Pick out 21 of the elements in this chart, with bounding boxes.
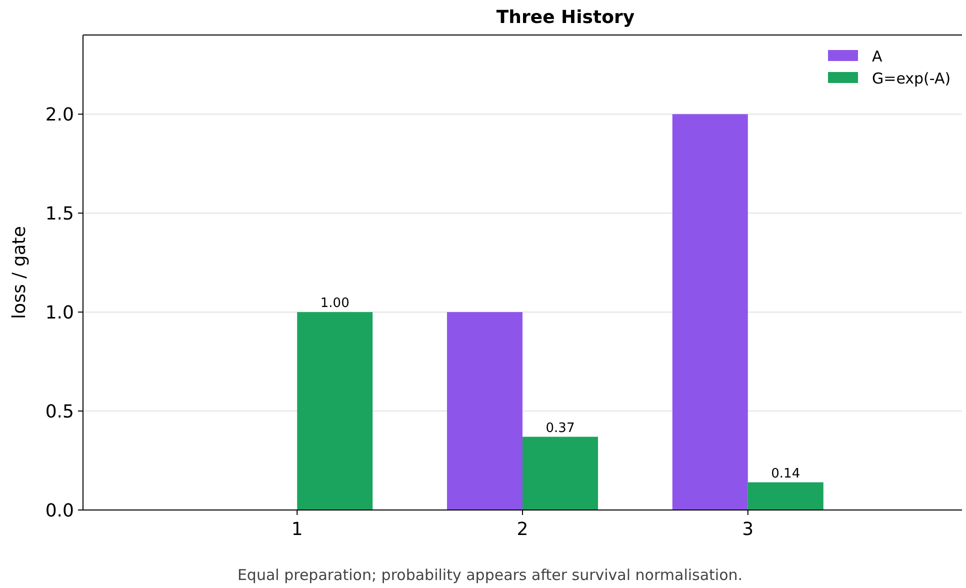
y-tick-label: 2.0 xyxy=(45,104,74,126)
bar xyxy=(446,312,522,510)
chart-title: Three History xyxy=(496,7,635,28)
y-tick-label: 0.5 xyxy=(45,401,74,422)
x-tick-label: 2 xyxy=(516,519,528,540)
y-tick-label: 1.5 xyxy=(45,203,74,224)
legend-label: A xyxy=(872,47,883,66)
data-label: 0.14 xyxy=(771,466,800,482)
data-label: 1.00 xyxy=(320,296,350,312)
x-tick-label: 3 xyxy=(742,519,754,540)
bar xyxy=(748,482,824,510)
y-tick-label: 1.0 xyxy=(45,302,74,324)
y-axis-title: loss / gate xyxy=(9,226,30,319)
x-tick-label: 1 xyxy=(291,519,303,540)
legend-label: G=exp(-A) xyxy=(872,69,951,88)
data-label: 0.37 xyxy=(546,420,575,436)
y-tick-label: 0.0 xyxy=(45,500,74,522)
bar xyxy=(672,114,748,510)
bar xyxy=(297,312,373,510)
bar xyxy=(522,436,598,510)
text: Equal preparation; probability appears after survival normalisation. xyxy=(237,566,743,584)
